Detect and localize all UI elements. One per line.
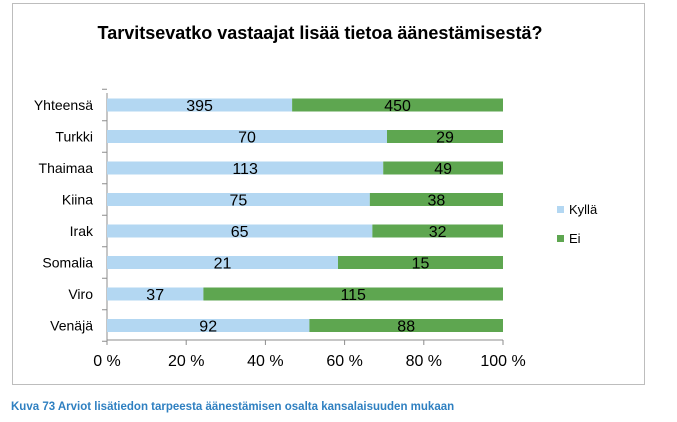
data-label-ei: 49 xyxy=(434,161,452,178)
data-label-kyll-: 113 xyxy=(232,161,258,178)
category-label: Yhteensä xyxy=(34,97,93,113)
data-label-ei: 450 xyxy=(384,98,411,115)
category-label: Somalia xyxy=(42,255,93,271)
bar-ei xyxy=(203,287,504,301)
bar-kyll- xyxy=(107,224,373,238)
data-label-ei: 32 xyxy=(429,224,447,241)
chart-title: Tarvitsevatko vastaajat lisää tietoa ään… xyxy=(97,23,543,43)
x-tick-label: 100 % xyxy=(480,353,525,370)
bar-kyll- xyxy=(107,193,370,206)
data-label-kyll-: 65 xyxy=(231,224,249,241)
x-tick-label: 20 % xyxy=(168,353,204,370)
bar-ei xyxy=(372,224,503,238)
bar-kyll- xyxy=(107,98,293,112)
category-label: Thaimaa xyxy=(39,160,94,176)
data-label-kyll-: 70 xyxy=(238,130,256,147)
x-tick-label: 40 % xyxy=(247,353,283,370)
bar-kyll- xyxy=(107,287,204,301)
bar-kyll- xyxy=(107,161,384,175)
category-label: Venäjä xyxy=(50,318,93,334)
data-label-kyll-: 37 xyxy=(146,287,164,304)
data-label-ei: 115 xyxy=(340,287,366,304)
category-label: Irak xyxy=(70,223,94,239)
bar-ei xyxy=(338,256,503,269)
legend-swatch-kyll- xyxy=(557,206,564,213)
bar-ei xyxy=(369,193,503,206)
data-label-kyll-: 75 xyxy=(230,193,248,210)
data-label-ei: 38 xyxy=(428,193,446,210)
data-label-ei: 29 xyxy=(436,130,454,147)
data-label-kyll-: 21 xyxy=(214,256,232,273)
bar-ei xyxy=(309,319,503,332)
figure-caption: Kuva 73 Arviot lisätiedon tarpeesta ääne… xyxy=(11,401,455,413)
x-tick-label: 80 % xyxy=(406,353,442,370)
legend-label-ei: Ei xyxy=(569,231,581,246)
data-label-kyll-: 395 xyxy=(186,98,213,115)
bar-ei xyxy=(383,161,503,175)
data-label-ei: 88 xyxy=(397,319,415,336)
legend-swatch-ei xyxy=(557,235,564,242)
bar-ei xyxy=(387,130,503,143)
x-tick-label: 60 % xyxy=(326,353,362,370)
legend-label-kyll-: Kyllä xyxy=(569,202,598,217)
data-label-ei: 15 xyxy=(412,256,430,273)
category-label: Kiina xyxy=(62,192,93,208)
data-label-kyll-: 92 xyxy=(199,319,217,336)
bar-kyll- xyxy=(107,130,387,143)
bar-kyll- xyxy=(107,256,338,269)
bar-kyll- xyxy=(107,319,310,332)
bar-ei xyxy=(292,98,503,112)
category-label: Viro xyxy=(68,286,93,302)
x-tick-label: 0 % xyxy=(93,353,121,370)
category-label: Turkki xyxy=(55,129,93,145)
